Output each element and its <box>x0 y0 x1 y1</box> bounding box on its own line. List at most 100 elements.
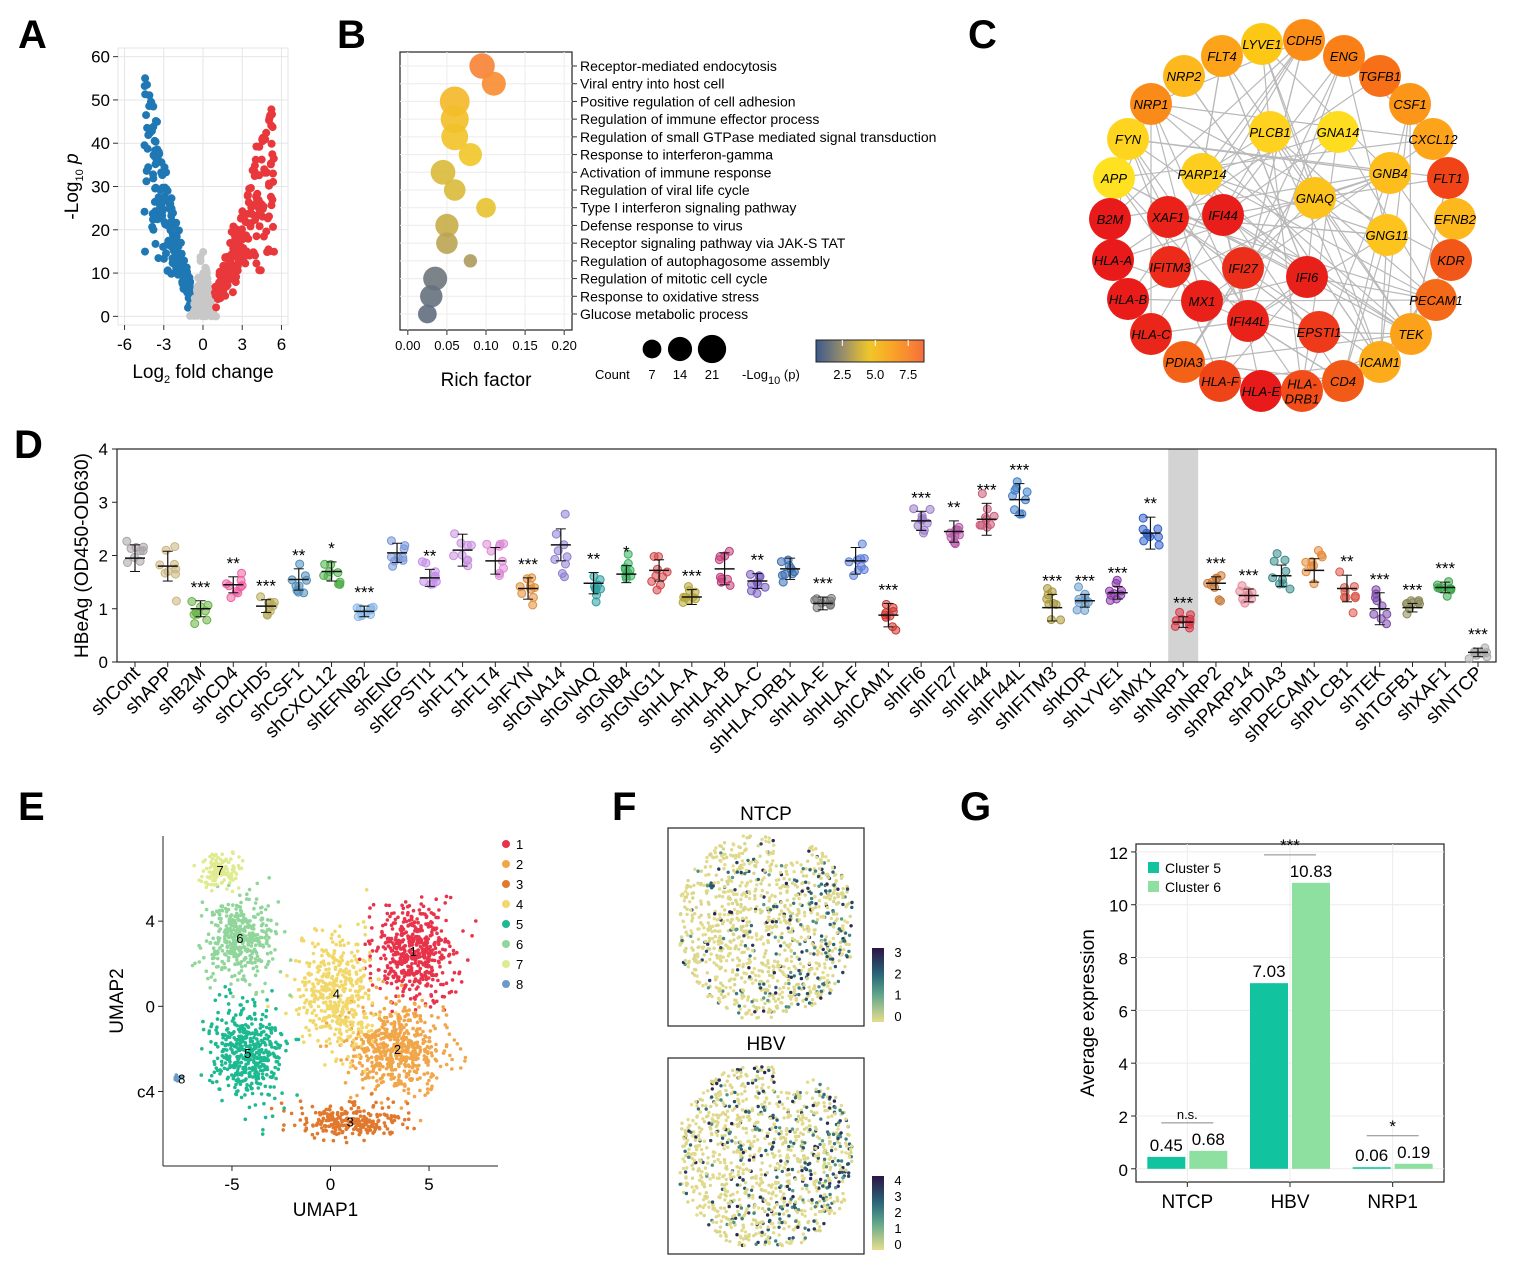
feature-cell <box>786 907 790 911</box>
feature-cell <box>820 940 824 944</box>
network-edge <box>1242 55 1345 269</box>
umap-cell <box>269 929 273 933</box>
feature-cell <box>780 931 784 936</box>
umap-cell <box>440 994 445 999</box>
umap-cell <box>339 1020 344 1024</box>
replicate-point <box>123 558 132 567</box>
volcano-point-up <box>212 290 220 299</box>
umap-cell <box>406 1073 411 1077</box>
replicate-point <box>187 597 197 606</box>
umap-cell <box>349 959 354 963</box>
replicate-point <box>678 598 688 607</box>
umap-cell <box>209 1040 213 1044</box>
significance-label: ** <box>1340 552 1354 571</box>
umap-cell <box>403 1037 408 1041</box>
network-edge <box>1201 173 1308 278</box>
umap-cell <box>215 1068 220 1073</box>
y-tick-label: 3 <box>99 493 108 512</box>
plot-area <box>116 448 1497 663</box>
umap-cell <box>374 1100 378 1105</box>
feature-cell <box>734 900 739 904</box>
umap-cell <box>344 1118 348 1123</box>
replicate-point <box>122 536 132 546</box>
umap-cell <box>338 1023 343 1027</box>
umap-cell <box>253 973 258 978</box>
network-node <box>1181 153 1223 195</box>
umap-cell <box>427 1036 432 1040</box>
umap-cell <box>371 1131 375 1135</box>
replicate-point <box>725 580 735 590</box>
umap-cell <box>338 943 343 948</box>
umap-cell <box>259 1033 263 1037</box>
feature-cell <box>731 842 735 846</box>
term-bubble <box>436 232 458 254</box>
network-edge <box>1269 131 1381 363</box>
umap-cell <box>246 1050 251 1055</box>
umap-cell <box>210 888 214 893</box>
replicate-point <box>417 557 427 567</box>
umap-cell <box>288 958 293 962</box>
umap-cell <box>311 1020 316 1025</box>
umap-cell <box>334 942 339 947</box>
umap-cell <box>199 914 204 918</box>
umap-cell <box>264 907 268 912</box>
umap-cell <box>329 1118 334 1122</box>
umap-cell <box>431 912 436 916</box>
umap-cell <box>242 1048 246 1052</box>
feature-cell <box>767 899 771 903</box>
umap-cell <box>397 999 402 1003</box>
feature-cell <box>731 868 736 873</box>
umap-cell <box>344 970 348 975</box>
feature-cell <box>824 855 828 859</box>
replicate-point <box>820 597 830 607</box>
legend-label: 4 <box>516 897 523 912</box>
umap-cell <box>327 967 331 971</box>
network-node-label: NRP2 <box>1167 69 1202 84</box>
replicate-point <box>224 581 234 591</box>
umap-cell <box>340 1129 345 1134</box>
umap-cell <box>378 1010 382 1014</box>
network-edge <box>1314 197 1412 335</box>
umap-cell <box>377 1028 382 1032</box>
umap-cell <box>401 1122 405 1127</box>
umap-cell <box>228 949 232 954</box>
umap-cell <box>417 952 422 956</box>
umap-cell <box>389 1022 394 1026</box>
umap-cell <box>263 1115 268 1120</box>
feature-cell <box>717 997 721 1001</box>
feature-cell <box>754 1006 758 1010</box>
network-node-label: DRB1 <box>1285 392 1320 407</box>
umap-cell <box>314 928 319 932</box>
umap-cell <box>204 969 209 973</box>
umap-cell <box>410 942 415 947</box>
umap-cell <box>429 949 433 953</box>
umap-cell <box>451 952 456 956</box>
umap-cell <box>390 1009 395 1014</box>
feature-cell <box>750 1012 754 1017</box>
umap-cell <box>389 1047 394 1051</box>
umap-cell <box>359 1029 363 1034</box>
umap-cell <box>365 1058 370 1063</box>
umap-cell <box>328 1104 333 1108</box>
umap-cell <box>222 878 227 882</box>
umap-cell <box>226 907 231 912</box>
umap-cell <box>417 935 421 939</box>
umap-cell <box>234 1082 238 1087</box>
umap-cell <box>402 1117 407 1122</box>
umap-cell <box>412 979 417 984</box>
feature-cell <box>742 971 746 975</box>
umap-cell <box>397 978 401 983</box>
umap-cell <box>421 1041 425 1046</box>
umap-cell <box>226 958 231 963</box>
umap-cell <box>357 1045 361 1049</box>
feature-cell <box>737 1004 741 1008</box>
umap-cell <box>431 1024 436 1028</box>
umap-cell <box>430 958 435 962</box>
umap-cell <box>257 1052 262 1057</box>
umap-cell <box>273 948 277 952</box>
umap-cell <box>422 1072 427 1076</box>
umap-cell <box>305 1008 310 1013</box>
umap-cell <box>384 1049 389 1053</box>
umap-cell <box>260 1056 264 1060</box>
umap-cell <box>197 960 202 964</box>
